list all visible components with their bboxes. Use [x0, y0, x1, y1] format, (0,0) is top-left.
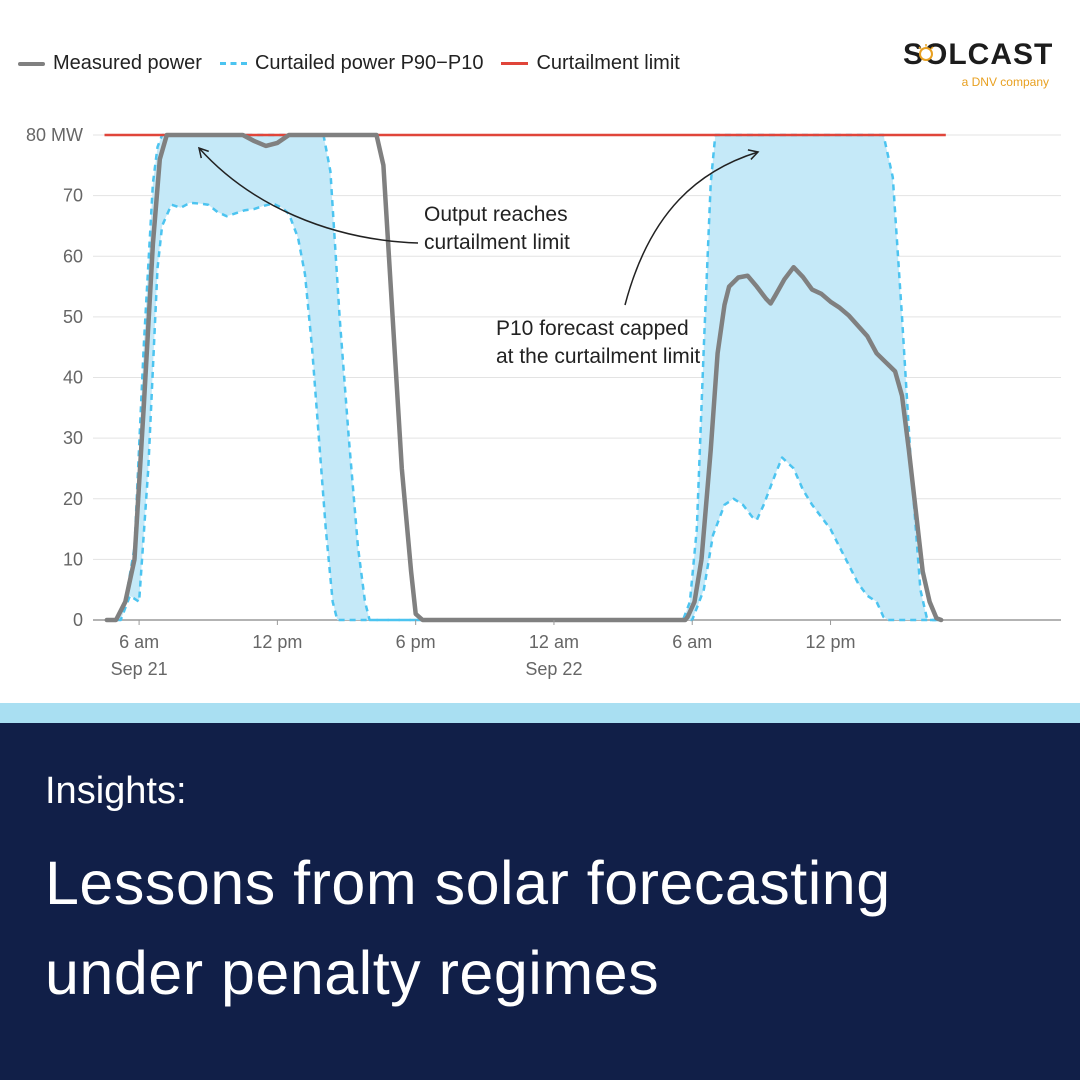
- legend-item-measured: Measured power: [18, 52, 202, 75]
- series-p90-line: [106, 201, 942, 622]
- y-tick-label: 80 MW: [26, 125, 83, 145]
- y-tick-label: 70: [63, 186, 83, 206]
- annotation-arrow-1: [197, 146, 419, 244]
- legend-swatch-limit: [501, 62, 529, 65]
- legend-label-measured: Measured power: [53, 52, 202, 74]
- series-p10-line: [106, 133, 942, 622]
- legend-label-band: Curtailed power P90−P10: [254, 52, 484, 74]
- solcast-logo: SOLCAST a DNV company: [900, 30, 1052, 94]
- chart: 0 10 20 30 40 50 60 70 80 MW 6 am Sep 21 12 pm 6 pm 1…: [26, 125, 1061, 679]
- legend-label-limit: Curtailment limit: [536, 52, 680, 74]
- annotation-2-line-2: at the curtailment limit: [496, 345, 700, 368]
- annotation-1-line-2: curtailment limit: [424, 231, 570, 254]
- x-tick-label: 6 pm: [396, 632, 436, 652]
- insights-label: Insights:: [45, 770, 187, 812]
- headline-line-2: under penalty regimes: [45, 939, 660, 1007]
- legend-item-limit: Curtailment limit: [501, 52, 680, 75]
- annotations: Output reaches curtailment limit P10 for…: [197, 146, 760, 368]
- accent-stripe: [0, 703, 1080, 723]
- x-tick-sublabel: Sep 22: [525, 659, 582, 679]
- legend-item-band: Curtailed power P90−P10: [219, 52, 484, 75]
- legend: Measured power Curtailed power P90−P10 C…: [18, 52, 698, 75]
- annotation-1-line-1: Output reaches: [424, 203, 568, 226]
- y-tick-label: 40: [63, 368, 83, 388]
- y-tick-label: 30: [63, 428, 83, 448]
- logo-tagline: a DNV company: [961, 75, 1049, 89]
- axis-ticks: 0 10 20 30 40 50 60 70 80 MW 6 am Sep 21 12 pm 6 pm 1…: [26, 125, 856, 679]
- headline-line-1: Lessons from solar forecasting: [45, 849, 891, 917]
- headline: Lessons from solar forecasting under pen…: [45, 838, 1055, 1018]
- annotation-arrow-2: [624, 149, 760, 306]
- y-tick-label: 50: [63, 307, 83, 327]
- series-lines: [104, 132, 946, 623]
- legend-swatch-measured: [18, 61, 45, 66]
- annotation-2-line-1: P10 forecast capped: [496, 317, 689, 340]
- band-fill: [106, 135, 942, 620]
- legend-swatch-band: [219, 62, 247, 65]
- x-tick-label: 6 am: [119, 632, 159, 652]
- measured-power-line: [104, 132, 944, 623]
- x-tick-label: 12 pm: [806, 632, 856, 652]
- y-tick-label: 10: [63, 549, 83, 569]
- x-tick-label: 12 pm: [252, 632, 302, 652]
- x-tick-label: 12 am: [529, 632, 579, 652]
- sun-icon: [918, 44, 934, 61]
- insights-banner: [0, 723, 1080, 1080]
- y-tick-label: 0: [73, 610, 83, 630]
- y-tick-label: 60: [63, 246, 83, 266]
- x-tick-label: 6 am: [672, 632, 712, 652]
- band-area: [106, 135, 942, 620]
- y-tick-label: 20: [63, 489, 83, 509]
- x-tick-sublabel: Sep 21: [111, 659, 168, 679]
